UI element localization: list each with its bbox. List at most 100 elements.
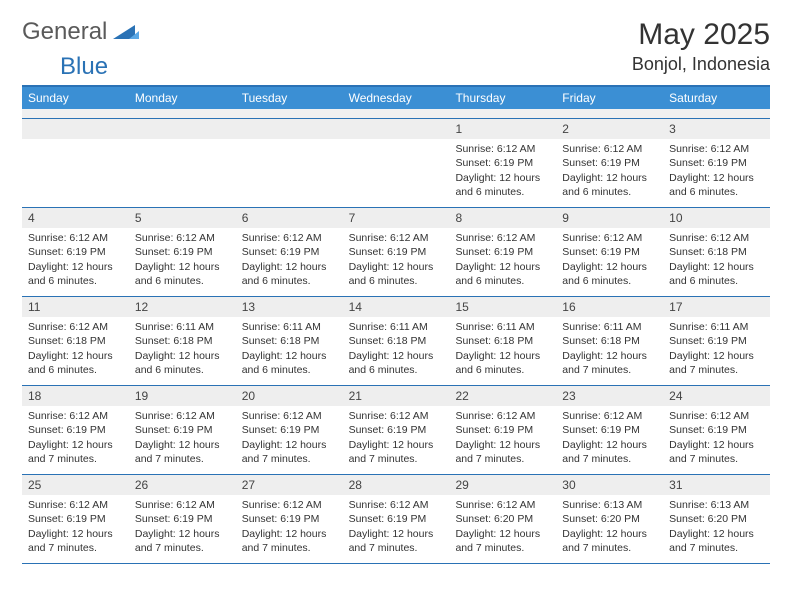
daylight-text: Daylight: 12 hours and 7 minutes. <box>242 438 337 466</box>
daylight-text: Daylight: 12 hours and 6 minutes. <box>135 349 230 377</box>
day-body: Sunrise: 6:12 AMSunset: 6:19 PMDaylight:… <box>556 228 663 293</box>
daylight-text: Daylight: 12 hours and 6 minutes. <box>242 260 337 288</box>
dow-monday: Monday <box>129 87 236 109</box>
sunrise-text: Sunrise: 6:12 AM <box>669 409 764 423</box>
day-cell: . <box>343 119 450 207</box>
sunset-text: Sunset: 6:18 PM <box>562 334 657 348</box>
day-number: 25 <box>22 475 129 495</box>
sunset-text: Sunset: 6:19 PM <box>455 156 550 170</box>
day-number: 29 <box>449 475 556 495</box>
day-cell: 9Sunrise: 6:12 AMSunset: 6:19 PMDaylight… <box>556 208 663 296</box>
sunset-text: Sunset: 6:18 PM <box>28 334 123 348</box>
sunrise-text: Sunrise: 6:12 AM <box>349 498 444 512</box>
day-cell: . <box>236 119 343 207</box>
sunrise-text: Sunrise: 6:12 AM <box>455 142 550 156</box>
sunrise-text: Sunrise: 6:12 AM <box>135 409 230 423</box>
day-body: Sunrise: 6:12 AMSunset: 6:19 PMDaylight:… <box>449 406 556 471</box>
sunset-text: Sunset: 6:20 PM <box>455 512 550 526</box>
sunrise-text: Sunrise: 6:11 AM <box>669 320 764 334</box>
day-body: Sunrise: 6:12 AMSunset: 6:19 PMDaylight:… <box>556 406 663 471</box>
daylight-text: Daylight: 12 hours and 6 minutes. <box>28 349 123 377</box>
sunrise-text: Sunrise: 6:12 AM <box>455 498 550 512</box>
day-body: Sunrise: 6:12 AMSunset: 6:19 PMDaylight:… <box>129 406 236 471</box>
sunset-text: Sunset: 6:18 PM <box>242 334 337 348</box>
daylight-text: Daylight: 12 hours and 6 minutes. <box>349 349 444 377</box>
day-number: 16 <box>556 297 663 317</box>
sunset-text: Sunset: 6:19 PM <box>242 423 337 437</box>
sunset-text: Sunset: 6:19 PM <box>135 512 230 526</box>
daylight-text: Daylight: 12 hours and 7 minutes. <box>669 527 764 555</box>
day-number: 2 <box>556 119 663 139</box>
day-body: Sunrise: 6:12 AMSunset: 6:19 PMDaylight:… <box>343 406 450 471</box>
sunset-text: Sunset: 6:20 PM <box>562 512 657 526</box>
daylight-text: Daylight: 12 hours and 7 minutes. <box>562 527 657 555</box>
day-cell: 22Sunrise: 6:12 AMSunset: 6:19 PMDayligh… <box>449 386 556 474</box>
day-body: Sunrise: 6:12 AMSunset: 6:19 PMDaylight:… <box>236 495 343 560</box>
sunrise-text: Sunrise: 6:12 AM <box>242 409 337 423</box>
day-cell: 18Sunrise: 6:12 AMSunset: 6:19 PMDayligh… <box>22 386 129 474</box>
sunrise-text: Sunrise: 6:11 AM <box>135 320 230 334</box>
daylight-text: Daylight: 12 hours and 7 minutes. <box>669 349 764 377</box>
day-number: 8 <box>449 208 556 228</box>
day-number: 27 <box>236 475 343 495</box>
daylight-text: Daylight: 12 hours and 7 minutes. <box>562 438 657 466</box>
day-body: Sunrise: 6:12 AMSunset: 6:18 PMDaylight:… <box>22 317 129 382</box>
sunset-text: Sunset: 6:19 PM <box>562 156 657 170</box>
sunrise-text: Sunrise: 6:12 AM <box>28 409 123 423</box>
day-number: 10 <box>663 208 770 228</box>
day-body: Sunrise: 6:12 AMSunset: 6:19 PMDaylight:… <box>129 495 236 560</box>
day-cell: 14Sunrise: 6:11 AMSunset: 6:18 PMDayligh… <box>343 297 450 385</box>
day-body: Sunrise: 6:12 AMSunset: 6:19 PMDaylight:… <box>22 495 129 560</box>
day-number: 20 <box>236 386 343 406</box>
day-number: 21 <box>343 386 450 406</box>
sunrise-text: Sunrise: 6:12 AM <box>349 231 444 245</box>
day-number: 1 <box>449 119 556 139</box>
day-number: 24 <box>663 386 770 406</box>
daylight-text: Daylight: 12 hours and 7 minutes. <box>349 527 444 555</box>
daylight-text: Daylight: 12 hours and 7 minutes. <box>28 438 123 466</box>
logo-text-2: Blue <box>60 53 108 80</box>
sunset-text: Sunset: 6:19 PM <box>135 423 230 437</box>
day-number: 6 <box>236 208 343 228</box>
daylight-text: Daylight: 12 hours and 6 minutes. <box>349 260 444 288</box>
day-number: 26 <box>129 475 236 495</box>
day-cell: 10Sunrise: 6:12 AMSunset: 6:18 PMDayligh… <box>663 208 770 296</box>
day-number: . <box>129 119 236 139</box>
sunset-text: Sunset: 6:19 PM <box>349 512 444 526</box>
day-cell: 3Sunrise: 6:12 AMSunset: 6:19 PMDaylight… <box>663 119 770 207</box>
sunrise-text: Sunrise: 6:12 AM <box>242 498 337 512</box>
week-row: 4Sunrise: 6:12 AMSunset: 6:19 PMDaylight… <box>22 208 770 297</box>
sunrise-text: Sunrise: 6:12 AM <box>669 142 764 156</box>
day-body: Sunrise: 6:12 AMSunset: 6:19 PMDaylight:… <box>22 406 129 471</box>
daylight-text: Daylight: 12 hours and 7 minutes. <box>135 527 230 555</box>
location: Bonjol, Indonesia <box>632 54 770 75</box>
sunset-text: Sunset: 6:20 PM <box>669 512 764 526</box>
day-cell: 20 Sunrise: 6:12 AMSunset: 6:19 PMDayligh… <box>236 386 343 474</box>
day-cell: 30Sunrise: 6:13 AMSunset: 6:20 PMDayligh… <box>556 475 663 563</box>
sunrise-text: Sunrise: 6:11 AM <box>242 320 337 334</box>
daylight-text: Daylight: 12 hours and 6 minutes. <box>242 349 337 377</box>
day-cell: 26Sunrise: 6:12 AMSunset: 6:19 PMDayligh… <box>129 475 236 563</box>
daylight-text: Daylight: 12 hours and 7 minutes. <box>455 527 550 555</box>
sunset-text: Sunset: 6:19 PM <box>562 245 657 259</box>
day-number: 11 <box>22 297 129 317</box>
day-cell: 1Sunrise: 6:12 AMSunset: 6:19 PMDaylight… <box>449 119 556 207</box>
day-number: 14 <box>343 297 450 317</box>
day-number: 18 <box>22 386 129 406</box>
sunset-text: Sunset: 6:19 PM <box>349 245 444 259</box>
daylight-text: Daylight: 12 hours and 7 minutes. <box>135 438 230 466</box>
dow-thursday: Thursday <box>449 87 556 109</box>
day-cell: 6Sunrise: 6:12 AMSunset: 6:19 PMDaylight… <box>236 208 343 296</box>
day-number: . <box>343 119 450 139</box>
day-body: Sunrise: 6:12 AMSunset: 6:18 PMDaylight:… <box>663 228 770 293</box>
week-row: 11Sunrise: 6:12 AMSunset: 6:18 PMDayligh… <box>22 297 770 386</box>
day-cell: 15Sunrise: 6:11 AMSunset: 6:18 PMDayligh… <box>449 297 556 385</box>
sunrise-text: Sunrise: 6:13 AM <box>562 498 657 512</box>
daylight-text: Daylight: 12 hours and 6 minutes. <box>562 171 657 199</box>
day-cell: 8Sunrise: 6:12 AMSunset: 6:19 PMDaylight… <box>449 208 556 296</box>
day-body: Sunrise: 6:11 AMSunset: 6:18 PMDaylight:… <box>343 317 450 382</box>
daylight-text: Daylight: 12 hours and 7 minutes. <box>562 349 657 377</box>
day-cell: 29 Sunrise: 6:12 AMSunset: 6:20 PMDayligh… <box>449 475 556 563</box>
sunset-text: Sunset: 6:19 PM <box>28 423 123 437</box>
logo-text-1: General <box>22 18 107 46</box>
